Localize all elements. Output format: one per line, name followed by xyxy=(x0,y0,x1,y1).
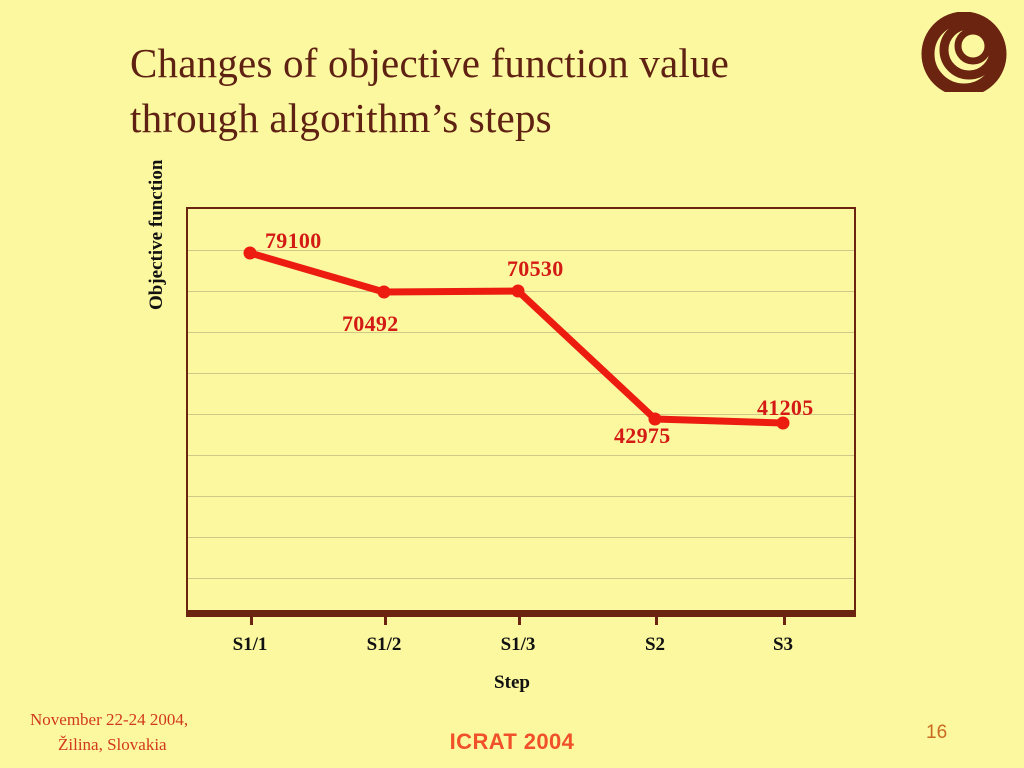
chart-series-line xyxy=(243,246,790,430)
x-axis-tick xyxy=(655,616,658,625)
title-line-1: Changes of objective function value xyxy=(130,40,730,86)
y-axis-title: Objective function xyxy=(146,159,167,310)
gridline xyxy=(188,373,854,374)
x-tick-label-s12: S1/2 xyxy=(366,634,402,655)
x-tick-label-s13: S1/3 xyxy=(500,634,536,655)
x-axis-title: Step xyxy=(494,672,530,693)
x-axis-tick xyxy=(518,616,521,625)
concentric-rings-logo-icon xyxy=(920,11,1012,97)
gridline xyxy=(188,578,854,579)
data-label-point-1: 79100 xyxy=(265,228,322,253)
page-title: Changes of objective function value thro… xyxy=(130,36,930,145)
gridline xyxy=(188,332,854,333)
chart-x-axis-line xyxy=(186,610,856,617)
x-axis-tick xyxy=(250,616,253,625)
chart-plot-area xyxy=(186,207,856,616)
footer-page-number: 16 xyxy=(926,722,948,743)
data-label-point-4: 42975 xyxy=(614,423,671,448)
x-tick-label-s3: S3 xyxy=(772,634,794,655)
x-tick-label-s2: S2 xyxy=(644,634,666,655)
x-axis-tick xyxy=(384,616,387,625)
data-label-point-2: 70492 xyxy=(342,311,399,336)
x-tick-label-s11: S1/1 xyxy=(232,634,268,655)
gridline xyxy=(188,414,854,415)
title-line-2: through algorithm’s steps xyxy=(130,94,552,141)
footer-date-location: November 22-24 2004, Žilina, Slovakia xyxy=(30,708,188,757)
x-axis-tick xyxy=(783,616,786,625)
gridline xyxy=(188,496,854,497)
gridline xyxy=(188,455,854,456)
data-label-point-5: 41205 xyxy=(757,395,814,420)
gridline xyxy=(188,537,854,538)
footer-conference-name: ICRAT 2004 xyxy=(449,729,575,754)
footer-date: November 22-24 2004, xyxy=(30,710,189,729)
footer-location: Žilina, Slovakia xyxy=(58,734,167,754)
gridline xyxy=(188,250,854,251)
data-label-point-3: 70530 xyxy=(507,256,564,281)
